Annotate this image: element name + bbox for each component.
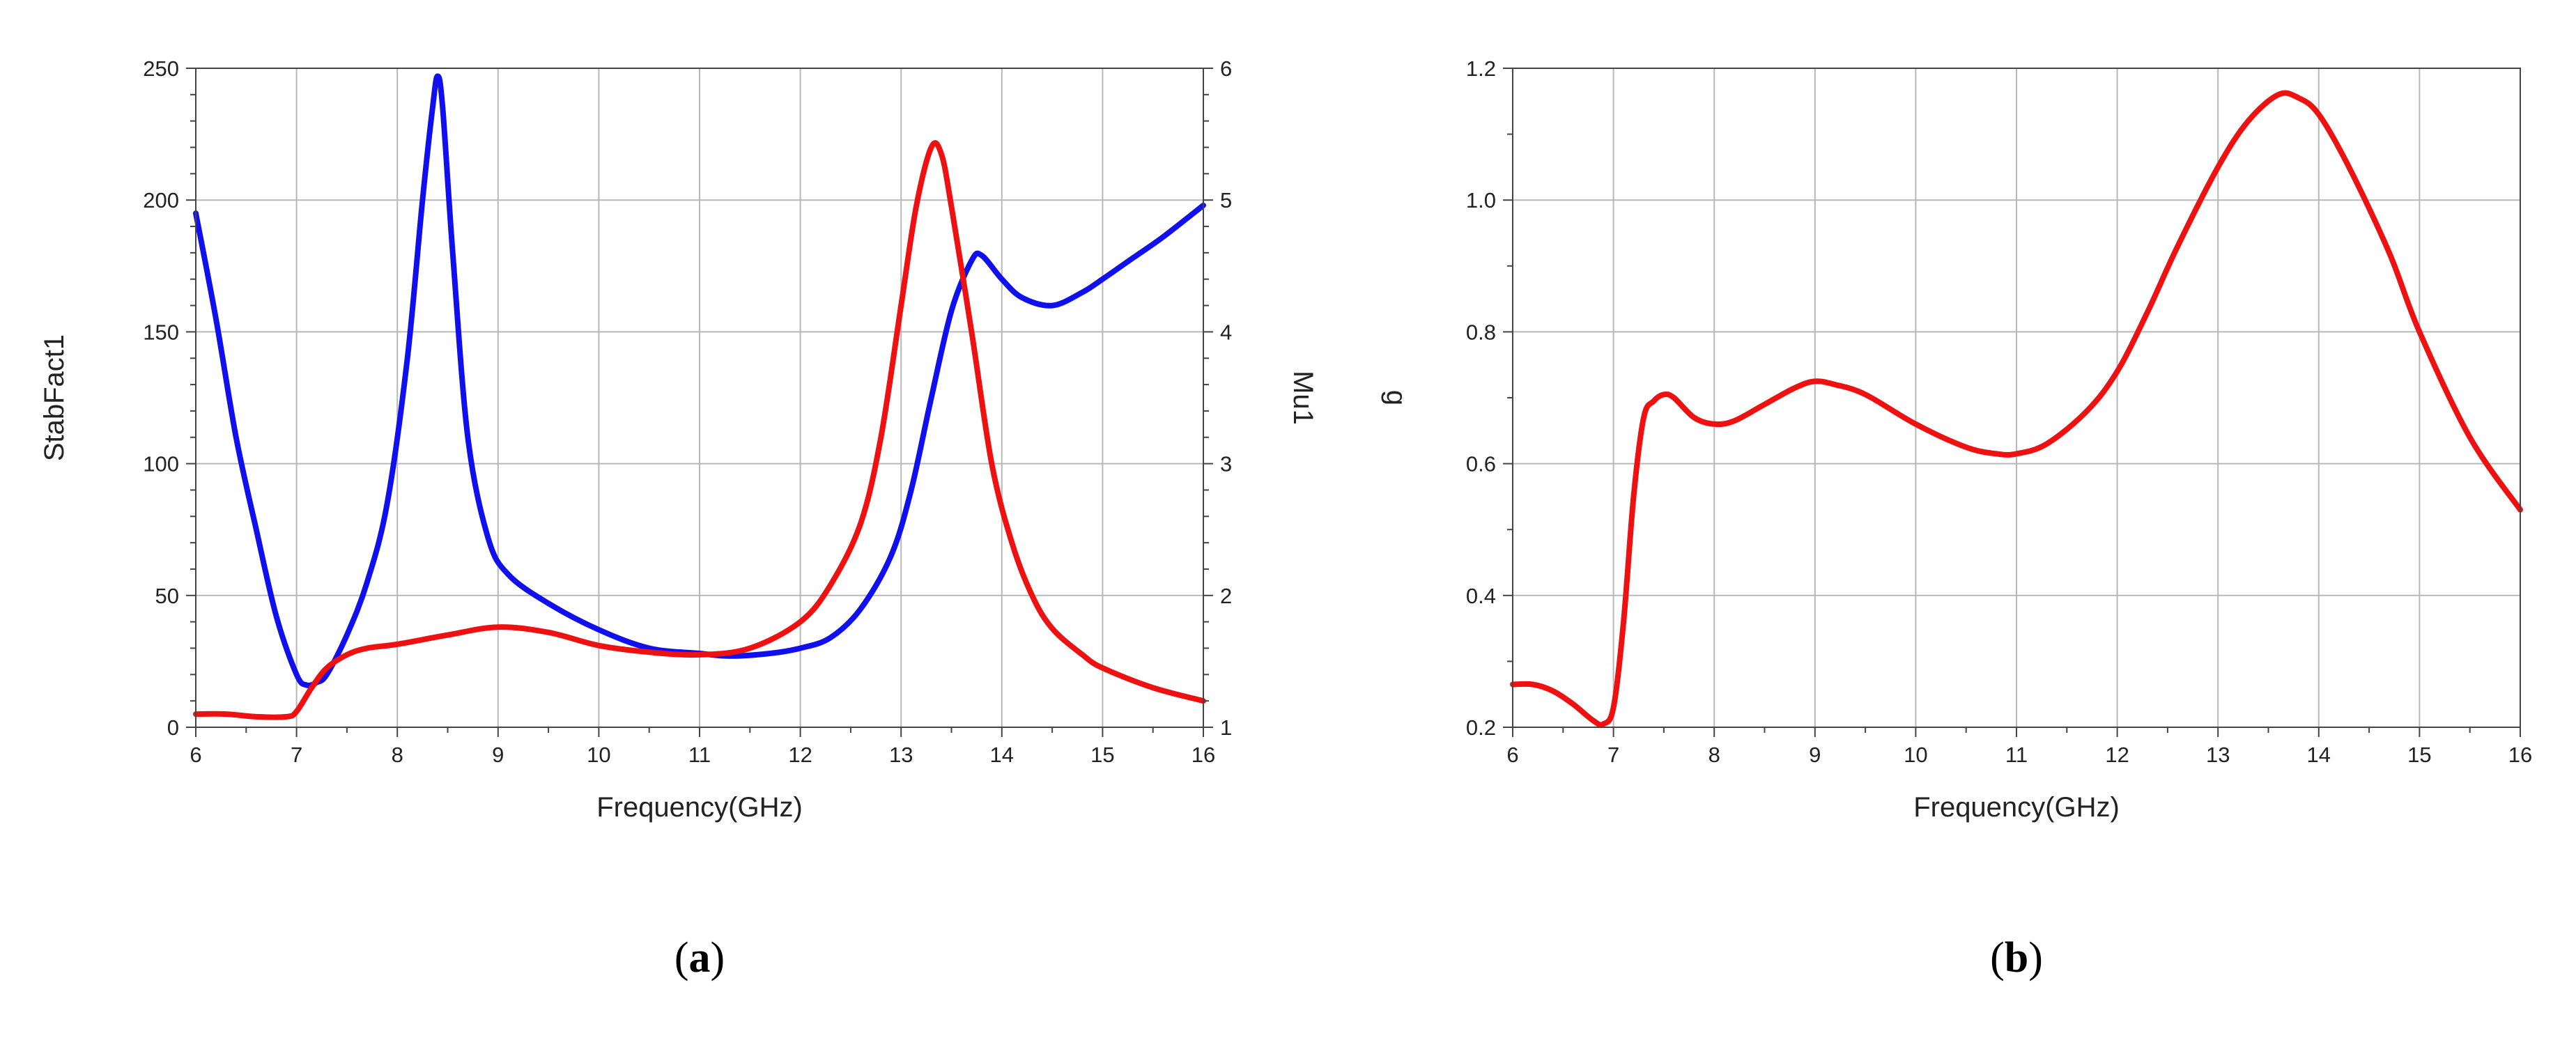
panel-b-x-axis-title: Frequency(GHz) — [1913, 792, 2120, 823]
panel-b-label-letter: b — [2005, 934, 2028, 982]
b-left-y-tick-label: 0.6 — [1466, 452, 1496, 476]
a-left-y-tick-label: 0 — [167, 715, 179, 740]
a-x-tick-label: 12 — [788, 743, 812, 767]
b-left-y-tick-label: 0.4 — [1466, 584, 1496, 608]
a-right-y-tick-label: 3 — [1220, 452, 1232, 476]
panel-a-series — [193, 73, 1206, 720]
a-right-y-tick-label: 2 — [1220, 584, 1232, 608]
b-left-y-tick-label: 0.2 — [1466, 715, 1496, 740]
a-right-y-tick-label: 4 — [1220, 320, 1232, 344]
a-x-tick-label: 8 — [392, 743, 403, 767]
a-left-y-tick-label: 50 — [155, 584, 179, 608]
a-x-tick-label: 11 — [688, 743, 711, 767]
panel-a-label: (a) — [674, 934, 725, 982]
b-x-tick-label: 9 — [1809, 743, 1821, 767]
b-x-tick-label: 14 — [2307, 743, 2331, 767]
a-x-tick-label: 9 — [492, 743, 504, 767]
b-left-y-tick-label: 0.8 — [1466, 320, 1496, 344]
b-x-tick-label: 15 — [2407, 743, 2431, 767]
panel-a-label-letter: a — [689, 934, 711, 982]
panel-a-x-axis-title: Frequency(GHz) — [596, 792, 803, 823]
a-x-tick-label: 13 — [889, 743, 913, 767]
a-left-y-tick-label: 250 — [143, 56, 179, 81]
panel-b-series — [1510, 90, 2523, 728]
a-left-y-tick-label: 200 — [143, 188, 179, 212]
a-series-line-right-1 — [193, 140, 1206, 720]
a-x-tick-label: 15 — [1090, 743, 1114, 767]
b-x-tick-label: 12 — [2105, 743, 2129, 767]
b-x-tick-label: 7 — [1607, 743, 1619, 767]
panel-a-right-axis-title: Mu1 — [1288, 371, 1318, 425]
b-left-y-tick-label: 1.2 — [1466, 56, 1496, 81]
a-x-tick-label: 10 — [587, 743, 610, 767]
b-x-tick-label: 10 — [1904, 743, 1927, 767]
b-left-y-tick-label: 1.0 — [1466, 188, 1496, 212]
a-left-y-tick-label: 100 — [143, 452, 179, 476]
a-left-y-tick-label: 150 — [143, 320, 179, 344]
a-right-y-tick-label: 6 — [1220, 56, 1232, 81]
b-x-tick-label: 16 — [2508, 743, 2532, 767]
panel-b-grid — [1513, 68, 2520, 727]
b-x-tick-label: 11 — [2005, 743, 2028, 767]
panel-b-ticks: 6 7 8 9 10 11 12 13 14 15 16 0.2 0.4 0.6 0.8 1.0 1.2 — [1466, 56, 2532, 767]
a-right-y-tick-label: 5 — [1220, 188, 1232, 212]
panel-a-left-axis-title: StabFact1 — [39, 334, 70, 461]
panel-b-chart: 6 7 8 9 10 11 12 13 14 15 16 0.2 0.4 0.6 0.8 1.0 1.2 Fre… — [1381, 56, 2532, 982]
b-x-tick-label: 8 — [1709, 743, 1720, 767]
panel-a-chart: 6 7 8 9 10 11 12 13 14 15 16050100150200250123456 … — [39, 56, 1318, 982]
a-x-tick-label: 14 — [990, 743, 1014, 767]
panel-a-grid — [196, 68, 1203, 727]
a-x-tick-label: 6 — [190, 743, 201, 767]
panel-b-y-axis-title: g — [1381, 390, 1412, 405]
b-x-tick-label: 13 — [2206, 743, 2230, 767]
a-x-tick-label: 16 — [1191, 743, 1215, 767]
a-x-tick-label: 7 — [291, 743, 302, 767]
b-series-line-main-0 — [1510, 90, 2523, 728]
b-x-tick-label: 6 — [1506, 743, 1518, 767]
panel-b-label: (b) — [1990, 934, 2043, 982]
a-right-y-tick-label: 1 — [1220, 715, 1232, 740]
